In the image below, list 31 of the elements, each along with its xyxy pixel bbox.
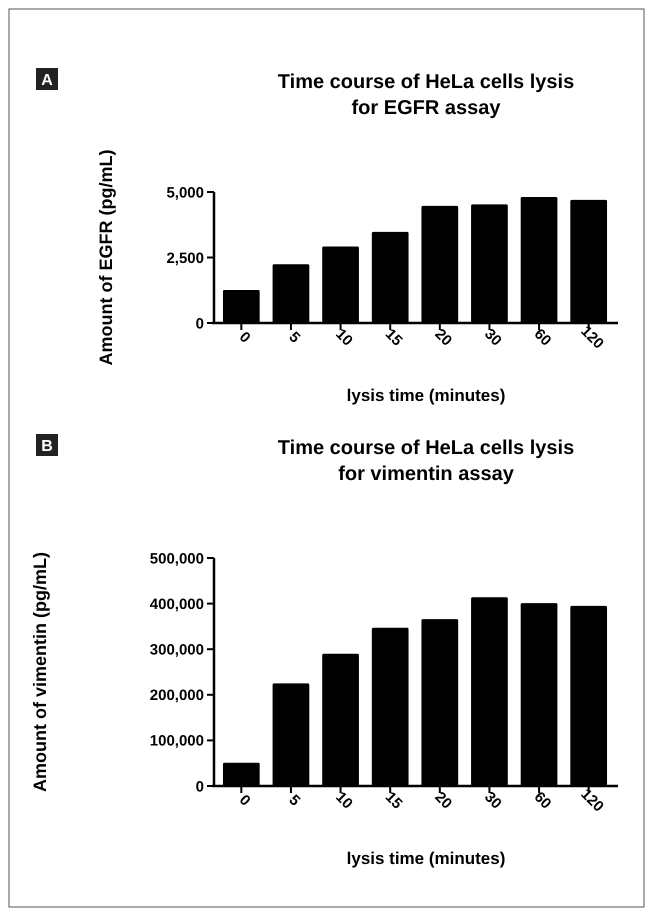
x-tick-label: 60 [530,326,554,350]
chart-title: Time course of HeLa cells lysis for vimentin assay [278,437,574,485]
x-tick-label: 20 [431,788,456,812]
chart-title: Time course of HeLa cells lysis for EGFR assay [278,71,574,119]
x-tick-label: 5 [285,792,304,810]
x-tick-label: 0 [236,328,254,346]
x-tick-label: 15 [382,326,406,350]
y-tick-label: 400,000 [150,596,204,613]
x-tick-label: 0 [236,792,254,810]
x-tick-label: 30 [480,788,505,812]
y-tick-label: 200,000 [150,687,204,704]
x-tick-label: 120 [577,322,608,352]
y-tick-label: 500,000 [150,550,204,568]
y-axis-title: Amount of EGFR (pg/mL) [96,150,116,366]
text: B [41,438,53,455]
y-tick-label: 100,000 [150,732,204,750]
x-tick-label: 15 [382,788,406,812]
text: A [41,72,54,89]
x-tick-label: 60 [530,788,554,812]
y-tick-label: 300,000 [150,641,204,658]
y-tick-label: 5,000 [166,184,204,202]
x-tick-label: 20 [431,326,456,350]
x-axis-title: lysis time (minutes) [346,849,506,868]
x-tick-label: 30 [480,326,505,350]
x-tick-label: 10 [332,326,356,350]
x-tick-label: 10 [332,788,356,812]
x-axis-title: lysis time (minutes) [346,386,506,405]
x-tick-label: 5 [285,328,304,346]
x-tick-label: 120 [577,786,608,816]
y-axis-title: Amount of vimentin (pg/mL) [30,552,50,792]
y-tick-label: 2,500 [166,250,204,267]
